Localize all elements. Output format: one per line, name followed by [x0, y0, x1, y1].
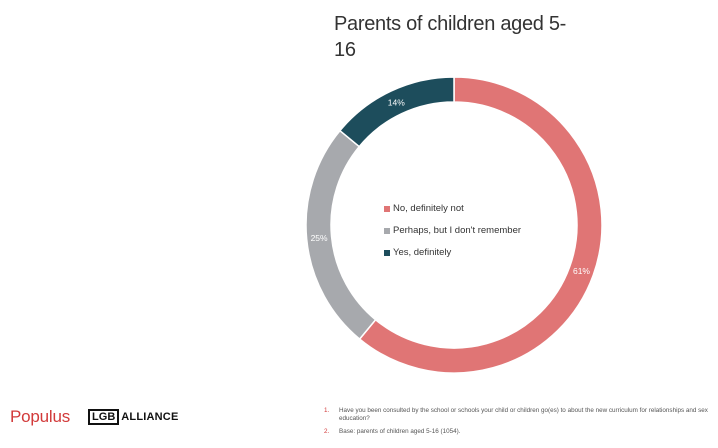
footnote-text-1: Have you been consulted by the school or… [339, 407, 708, 422]
lgb-alliance-logo: LGB ALLIANCE [88, 409, 178, 425]
data-label-perhaps: 25% [311, 233, 328, 243]
chart-title-line-1: Parents of children aged 5- [334, 13, 567, 35]
chart-title: Parents of children aged 5- 16 [334, 11, 574, 63]
legend-item-no: No, definitely not [384, 198, 521, 220]
footnote-1: 1. Have you been consulted by the school… [324, 407, 716, 422]
legend-item-perhaps: Perhaps, but I don't remember [384, 220, 521, 242]
footnotes: 1. Have you been consulted by the school… [324, 407, 716, 442]
legend-swatch-yes [384, 250, 390, 256]
data-label-yes: 14% [388, 97, 405, 107]
legend-label-yes: Yes, definitely [393, 247, 452, 258]
footnote-2: 2. Base: parents of children aged 5-16 (… [324, 428, 716, 436]
footnote-text-2: Base: parents of children aged 5-16 (105… [339, 428, 461, 435]
chart-legend: No, definitely not Perhaps, but I don't … [384, 198, 521, 264]
footnote-number-2: 2. [324, 428, 330, 435]
data-label-no: 61% [573, 266, 590, 276]
brand-logos: Populus LGB ALLIANCE [10, 407, 179, 427]
chart-title-line-2: 16 [334, 39, 356, 61]
legend-swatch-no [384, 206, 390, 212]
populus-logo: Populus [10, 407, 71, 426]
slice-yes [338, 76, 455, 148]
footnote-number-1: 1. [324, 407, 330, 414]
legend-item-yes: Yes, definitely [384, 242, 521, 264]
lgb-logo-box: LGB [88, 409, 120, 425]
legend-swatch-perhaps [384, 228, 390, 234]
legend-label-perhaps: Perhaps, but I don't remember [393, 225, 522, 236]
alliance-logo-text: ALLIANCE [121, 411, 179, 423]
legend-label-no: No, definitely not [393, 203, 464, 214]
